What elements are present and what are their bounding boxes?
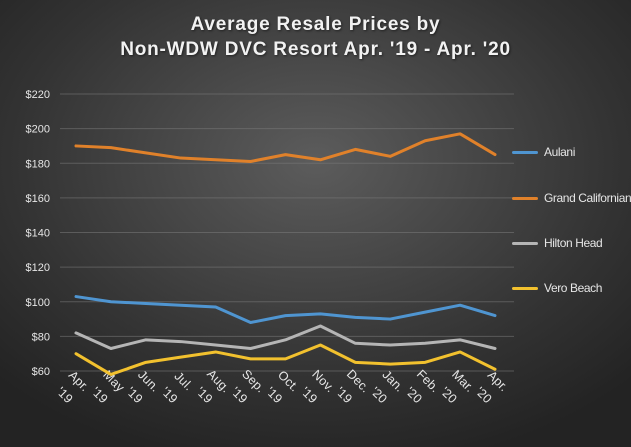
svg-text:Jul.'19: Jul.'19: [157, 369, 195, 407]
svg-text:$140: $140: [26, 228, 50, 240]
svg-text:Nov.'19: Nov.'19: [295, 367, 337, 409]
svg-text:Aug.'19: Aug.'19: [190, 367, 233, 410]
svg-text:May'19: May'19: [86, 368, 128, 410]
svg-text:Jan.'20: Jan.'20: [365, 368, 406, 409]
svg-text:Oct.'19: Oct.'19: [261, 368, 302, 409]
svg-text:$220: $220: [26, 89, 50, 101]
svg-text:$100: $100: [26, 297, 50, 309]
svg-text:$180: $180: [26, 158, 50, 170]
svg-text:$160: $160: [26, 193, 50, 205]
svg-text:Jun.'19: Jun.'19: [121, 368, 162, 409]
svg-text:Sep.'19: Sep.'19: [225, 367, 268, 410]
svg-text:$80: $80: [32, 331, 50, 343]
svg-text:$60: $60: [32, 366, 50, 378]
svg-text:Apr.'19: Apr.'19: [52, 368, 92, 408]
svg-text:Dec.'19: Dec.'19: [330, 367, 373, 410]
svg-text:$120: $120: [26, 262, 50, 274]
svg-text:Mar.'20: Mar.'20: [435, 367, 477, 409]
svg-text:$200: $200: [26, 124, 50, 136]
svg-text:Feb.'20: Feb.'20: [400, 367, 442, 409]
svg-text:Apr.'20: Apr.'20: [471, 368, 511, 408]
